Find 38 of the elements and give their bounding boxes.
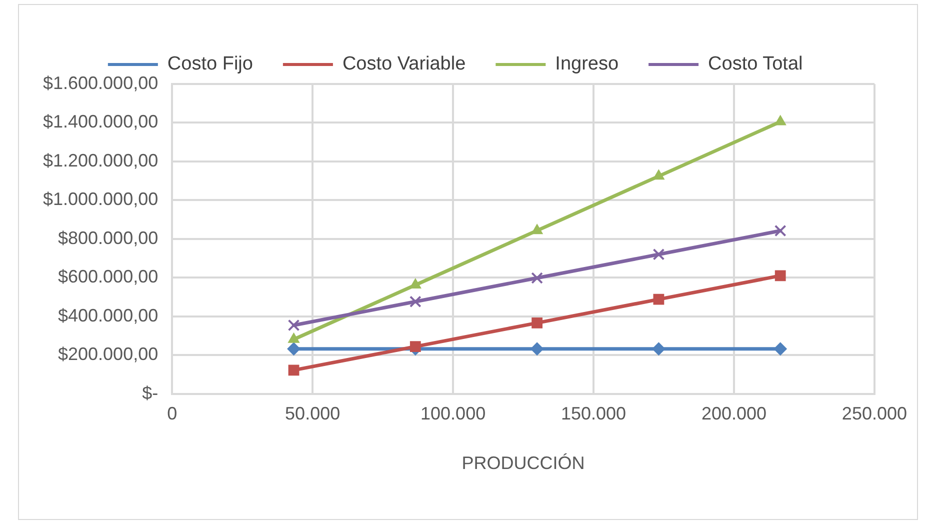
point xyxy=(653,170,664,180)
y-tick-label: $1.200.000,00 xyxy=(42,150,158,170)
point xyxy=(531,272,544,284)
y-tick-label: $1.600.000,00 xyxy=(42,72,158,93)
x-tick-label: 200.000 xyxy=(701,404,767,424)
x-tick-label: 100.000 xyxy=(420,404,486,424)
point xyxy=(288,364,300,376)
y-tick-label: $- xyxy=(142,382,158,403)
point xyxy=(653,294,664,305)
y-tick-label: $200.000,00 xyxy=(58,344,158,364)
point xyxy=(409,296,422,308)
point xyxy=(774,224,786,237)
y-tick-label: $600.000,00 xyxy=(58,266,158,287)
y-tick-label: $800.000,00 xyxy=(58,228,158,248)
point xyxy=(410,341,421,352)
point xyxy=(287,342,300,356)
point xyxy=(410,278,422,288)
x-tick-label: 150.000 xyxy=(560,404,626,424)
point xyxy=(531,224,543,234)
legend-label: Costo Variable xyxy=(342,54,466,75)
x-axis-title: PRODUCCIÓN xyxy=(462,453,585,474)
point xyxy=(774,115,786,126)
point xyxy=(532,317,543,328)
x-tick-label: 0 xyxy=(167,404,178,424)
point xyxy=(774,342,787,356)
point xyxy=(652,248,665,260)
legend-label: Ingreso xyxy=(555,54,619,75)
y-tick-label: $1.400.000,00 xyxy=(42,112,158,132)
x-tick-label: 250.000 xyxy=(842,404,908,424)
point xyxy=(530,342,544,356)
legend-label: Costo Total xyxy=(708,54,803,75)
point xyxy=(288,319,300,332)
y-tick-label: $1.000.000,00 xyxy=(42,189,158,210)
y-tick-label: $400.000,00 xyxy=(58,305,158,326)
point xyxy=(774,270,786,282)
x-tick-label: 50.000 xyxy=(285,404,340,424)
point xyxy=(652,342,666,356)
legend-label: Costo Fijo xyxy=(167,54,253,75)
